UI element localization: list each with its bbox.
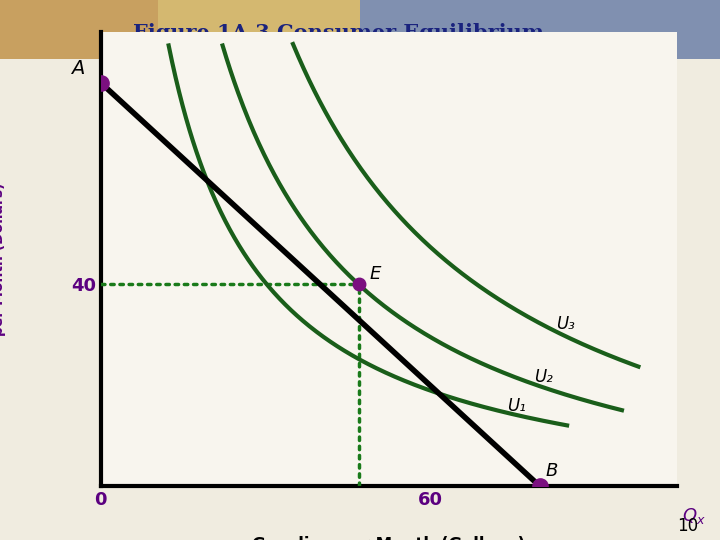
Bar: [0, 0, 158, 59]
Text: B: B: [545, 462, 557, 480]
Text: Figure 1A.3 Consumer Equilibrium: Figure 1A.3 Consumer Equilibrium: [133, 23, 544, 43]
Text: Expenditure on Other Goods
per Month (Dollars): Expenditure on Other Goods per Month (Do…: [0, 148, 6, 370]
Text: 10: 10: [678, 517, 698, 535]
Bar: [360, 0, 720, 59]
Text: A: A: [71, 59, 84, 78]
Text: $Q_x$: $Q_x$: [683, 506, 706, 526]
Bar: [158, 0, 360, 59]
Text: U₃: U₃: [556, 315, 575, 333]
Text: Gasoline per Month (Gallons): Gasoline per Month (Gallons): [252, 536, 526, 540]
Text: U₂: U₂: [534, 368, 553, 386]
Text: E: E: [369, 265, 381, 284]
Text: U₁: U₁: [507, 397, 526, 415]
